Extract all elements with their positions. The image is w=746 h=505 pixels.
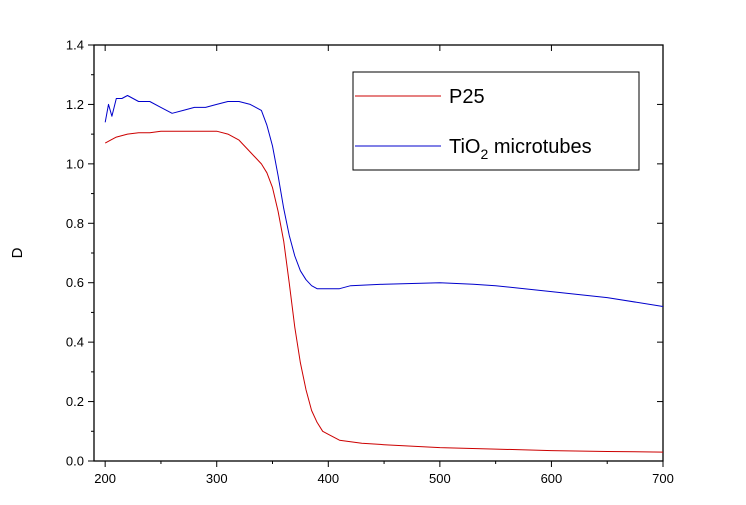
- y-tick-label: 0.4: [66, 335, 84, 350]
- plot-layer: 200 300 400 500 600 700 0.0 0.2 0.4 0.6 0.8 1.0 1.2 1…: [9, 38, 674, 487]
- y-axis-label: D: [9, 247, 26, 258]
- series-line-p25: [104, 130, 664, 453]
- x-tick-label: 500: [429, 471, 451, 486]
- y-tick-label: 1.4: [66, 38, 84, 53]
- x-tick-label: 600: [541, 471, 563, 486]
- x-tick-label: 300: [206, 471, 228, 486]
- x-tick-label: 200: [94, 471, 116, 486]
- legend-label-tio2-microtubes: TiO2 microtubes: [449, 136, 592, 162]
- x-tick-label: 400: [317, 471, 339, 486]
- legend-box: [352, 71, 640, 171]
- legend: P25 TiO2 microtubes: [352, 71, 640, 171]
- y-tick-label: 1.0: [66, 156, 84, 171]
- y-tick-label: 0.2: [66, 394, 84, 409]
- y-tick-label: 0.8: [66, 216, 84, 231]
- x-tick-label: 700: [652, 471, 674, 486]
- series-line-tio2-microtubes: [104, 95, 664, 307]
- y-tick-label: 1.2: [66, 97, 84, 112]
- legend-label-p25: P25: [449, 86, 485, 108]
- y-tick-label: 0.6: [66, 275, 84, 290]
- y-tick-label: 0.0: [66, 454, 84, 469]
